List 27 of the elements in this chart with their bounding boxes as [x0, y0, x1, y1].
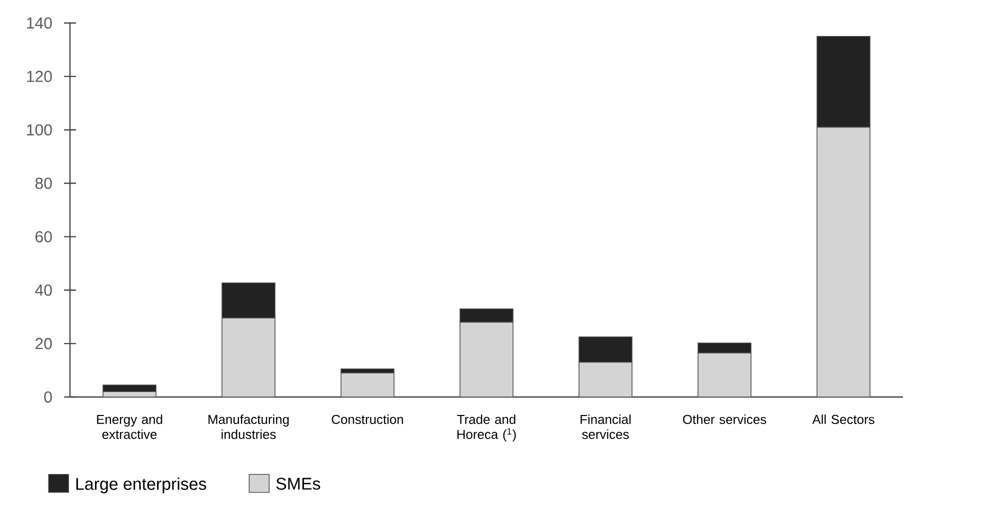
y-tick-label: 40: [35, 284, 52, 296]
bar: [578, 362, 632, 397]
x-tick-label: Other services: [683, 414, 766, 424]
bar: [222, 282, 276, 318]
bar: [698, 342, 752, 354]
y-tick-label: 80: [35, 178, 52, 189]
bar: [222, 318, 276, 397]
y-tick-label: 0: [44, 391, 52, 403]
bar: [578, 336, 632, 363]
bar: [460, 322, 514, 397]
y-tick-label: 100: [27, 124, 52, 136]
y-tick-label: 140: [27, 17, 52, 29]
y-tick-label: 60: [36, 231, 52, 242]
x-tick-label: Trade and Horeca ($^{1}$): [457, 414, 516, 442]
bar: [698, 352, 752, 397]
legend-label: Large enterprises: [76, 478, 206, 494]
bar: [460, 308, 514, 323]
legend-label: SMEs: [276, 478, 320, 490]
bar: [816, 126, 870, 397]
x-tick-label: All Sectors: [812, 414, 874, 424]
x-tick-label: Construction: [332, 414, 404, 424]
bar: [340, 372, 394, 397]
x-tick-label: Financial services: [580, 414, 631, 439]
x-tick-label: Energy and extractive: [97, 414, 162, 439]
y-tick-label: 20: [36, 338, 52, 350]
y-tick-label: 120: [27, 70, 52, 82]
x-tick-label: Manufacturing industries: [208, 414, 289, 439]
